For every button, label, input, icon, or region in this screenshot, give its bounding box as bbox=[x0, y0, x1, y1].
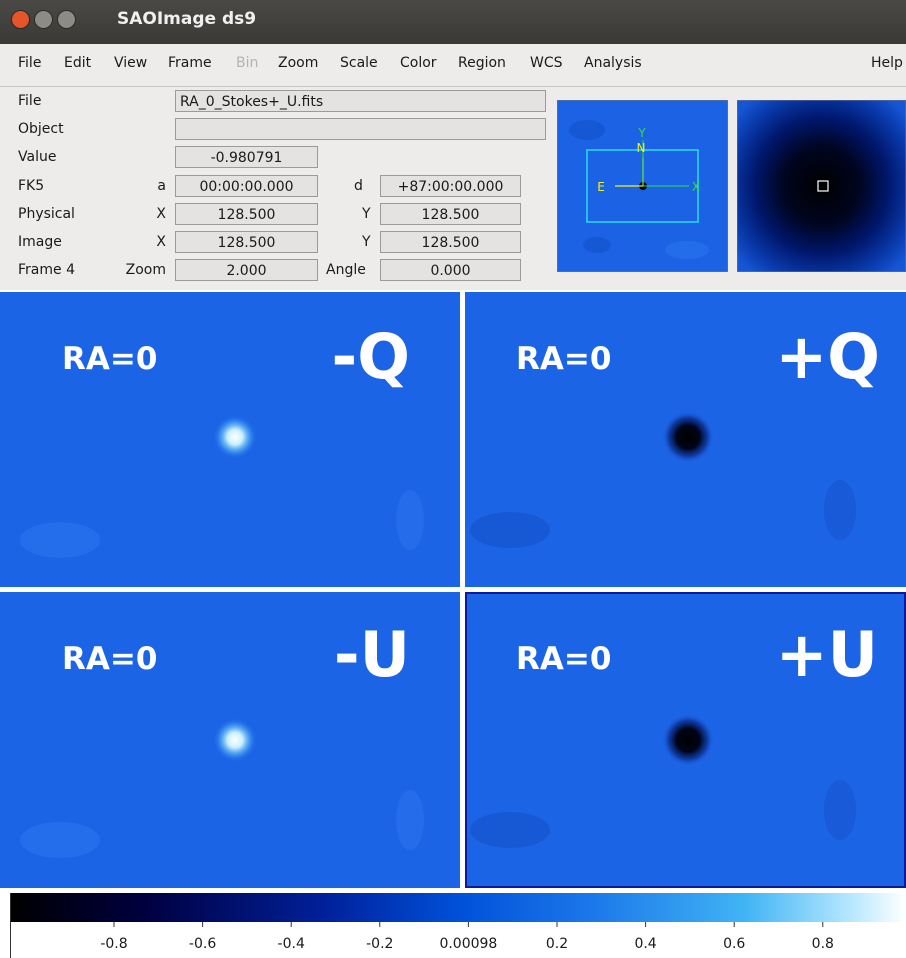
frame[interactable]: RA=0 +Q bbox=[465, 292, 906, 587]
stokes-label: +U bbox=[776, 618, 878, 691]
file-field: RA_0_Stokes+_U.fits bbox=[175, 90, 546, 112]
menu-item[interactable]: Analysis bbox=[584, 55, 642, 71]
coord-label: d bbox=[354, 175, 363, 197]
source bbox=[662, 714, 714, 766]
menu-item[interactable]: Frame bbox=[168, 55, 212, 71]
frame[interactable]: RA=0 -Q bbox=[0, 292, 460, 587]
row-label: Object bbox=[18, 118, 64, 140]
fk5-a-field: 00:00:00.000 bbox=[175, 175, 318, 197]
close-button[interactable] bbox=[11, 10, 30, 29]
coord-label: Angle bbox=[326, 259, 366, 281]
coord-label: Y bbox=[362, 231, 371, 253]
frame-label: RA=0 bbox=[62, 341, 157, 377]
tick-label: 0.4 bbox=[634, 936, 656, 952]
menu-item-disabled: Bin bbox=[236, 55, 258, 71]
physical-x-field: 128.500 bbox=[175, 203, 318, 225]
frame-label: RA=0 bbox=[62, 641, 157, 677]
tick-label: -0.8 bbox=[100, 936, 127, 952]
tick-label: 0.2 bbox=[546, 936, 568, 952]
frame-label: RA=0 bbox=[516, 641, 611, 677]
ds9-window: SAOImage ds9 File Edit View Frame Bin Zo… bbox=[0, 0, 906, 958]
menu-item[interactable]: WCS bbox=[530, 55, 563, 71]
stokes-label: -Q bbox=[332, 320, 410, 393]
tick-label: -0.4 bbox=[278, 936, 305, 952]
tick-label: 0.8 bbox=[812, 936, 834, 952]
row-label: Value bbox=[18, 146, 56, 168]
stokes-label: -U bbox=[334, 618, 410, 691]
panner[interactable]: N E Y X bbox=[557, 100, 728, 272]
axis-label: Y bbox=[637, 126, 646, 140]
tick-label: 0.00098 bbox=[439, 936, 497, 952]
row-label: Physical bbox=[18, 203, 75, 225]
maximize-button[interactable] bbox=[57, 10, 76, 29]
noise bbox=[470, 512, 550, 548]
angle-field: 0.000 bbox=[380, 259, 521, 281]
row-label: Image bbox=[18, 231, 62, 253]
frame[interactable]: RA=0 -U bbox=[0, 592, 460, 888]
menu-bar: File Edit View Frame Bin Zoom Scale Colo… bbox=[0, 44, 906, 87]
axis-label: X bbox=[692, 180, 700, 194]
menu-item[interactable]: Color bbox=[400, 55, 437, 71]
noise bbox=[20, 822, 100, 858]
menu-item[interactable]: View bbox=[114, 55, 147, 71]
window-title: SAOImage ds9 bbox=[117, 9, 256, 29]
noise bbox=[583, 237, 611, 253]
coord-label: X bbox=[100, 203, 166, 225]
magnifier bbox=[737, 100, 906, 272]
noise bbox=[20, 522, 100, 558]
source bbox=[213, 415, 257, 459]
noise bbox=[665, 241, 709, 259]
physical-y-field: 128.500 bbox=[380, 203, 521, 225]
menu-item[interactable]: Scale bbox=[340, 55, 378, 71]
noise bbox=[569, 120, 605, 140]
title-bar: SAOImage ds9 bbox=[0, 0, 906, 44]
frames-area: RA=0 -Q RA=0 +Q RA=0 -U RA=0 +U bbox=[0, 290, 906, 890]
colorbar-axis: -0.8 -0.6 -0.4 -0.2 0.00098 0.2 0.4 0.6 0.8 bbox=[0, 922, 906, 958]
coord-label: Y bbox=[362, 203, 371, 225]
menu-item[interactable]: Region bbox=[458, 55, 506, 71]
fk5-d-field: +87:00:00.000 bbox=[380, 175, 521, 197]
zoom-field: 2.000 bbox=[175, 259, 318, 281]
noise bbox=[396, 790, 424, 850]
minimize-button[interactable] bbox=[34, 10, 53, 29]
coord-label: X bbox=[100, 231, 166, 253]
noise bbox=[824, 780, 856, 840]
row-label: Frame 4 bbox=[18, 259, 75, 281]
image-y-field: 128.500 bbox=[380, 231, 521, 253]
tick-label: -0.2 bbox=[366, 936, 393, 952]
colorbar bbox=[10, 893, 906, 922]
row-label: FK5 bbox=[18, 175, 44, 197]
object-field bbox=[175, 118, 546, 140]
image-x-field: 128.500 bbox=[175, 231, 318, 253]
menu-item[interactable]: Edit bbox=[64, 55, 91, 71]
magnifier-image bbox=[737, 100, 906, 272]
stokes-label: +Q bbox=[775, 320, 880, 393]
tick-label: 0.6 bbox=[723, 936, 745, 952]
coord-label: Zoom bbox=[100, 259, 166, 281]
noise bbox=[824, 480, 856, 540]
tick-label: -0.6 bbox=[189, 936, 216, 952]
menu-item[interactable]: File bbox=[18, 55, 41, 71]
frame-label: RA=0 bbox=[516, 341, 611, 377]
menu-item[interactable]: Help bbox=[871, 55, 903, 71]
row-label: File bbox=[18, 90, 41, 112]
compass-label: N bbox=[637, 141, 646, 155]
source bbox=[213, 718, 257, 762]
source bbox=[662, 411, 714, 463]
menu-item[interactable]: Zoom bbox=[278, 55, 318, 71]
noise bbox=[396, 490, 424, 550]
compass-label: E bbox=[597, 180, 605, 194]
noise bbox=[470, 812, 550, 848]
info-panel: File RA_0_Stokes+_U.fits Object Value -0… bbox=[0, 87, 906, 290]
frame-current[interactable]: RA=0 +U bbox=[466, 593, 905, 887]
value-field: -0.980791 bbox=[175, 146, 318, 168]
coord-label: a bbox=[100, 175, 166, 197]
